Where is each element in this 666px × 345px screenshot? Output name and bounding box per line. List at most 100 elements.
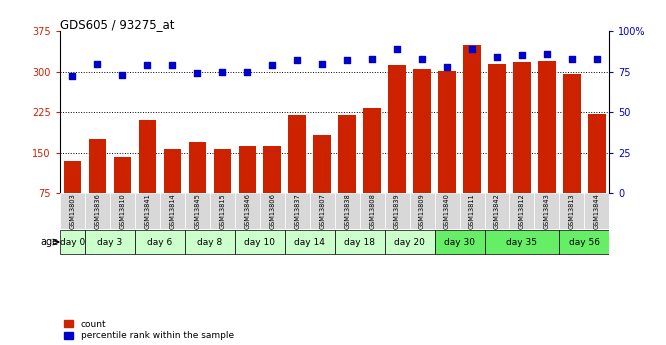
Bar bbox=[538, 61, 555, 234]
Point bbox=[317, 61, 328, 66]
Bar bbox=[464, 45, 481, 234]
FancyBboxPatch shape bbox=[485, 230, 559, 254]
Bar bbox=[338, 115, 356, 234]
Text: GSM13846: GSM13846 bbox=[244, 193, 250, 229]
Legend: count, percentile rank within the sample: count, percentile rank within the sample bbox=[65, 320, 234, 341]
Point bbox=[517, 53, 527, 58]
Text: GSM13809: GSM13809 bbox=[419, 193, 425, 229]
Point bbox=[342, 58, 352, 63]
Bar bbox=[64, 161, 81, 234]
Text: GSM13842: GSM13842 bbox=[494, 193, 500, 229]
Text: GSM13803: GSM13803 bbox=[69, 193, 75, 229]
FancyBboxPatch shape bbox=[559, 230, 609, 254]
FancyBboxPatch shape bbox=[234, 230, 285, 254]
Text: GSM13838: GSM13838 bbox=[344, 193, 350, 229]
Text: GSM13808: GSM13808 bbox=[369, 193, 375, 229]
Text: day 14: day 14 bbox=[294, 237, 325, 247]
Point bbox=[242, 69, 252, 75]
Text: GSM13807: GSM13807 bbox=[319, 193, 325, 229]
Text: GSM13812: GSM13812 bbox=[519, 193, 525, 229]
Bar bbox=[114, 157, 131, 234]
Text: GSM13814: GSM13814 bbox=[169, 193, 175, 229]
Bar bbox=[214, 149, 231, 234]
Text: age: age bbox=[41, 237, 59, 247]
Bar bbox=[288, 115, 306, 234]
Bar bbox=[388, 65, 406, 234]
FancyBboxPatch shape bbox=[435, 193, 460, 229]
Point bbox=[167, 62, 178, 68]
FancyBboxPatch shape bbox=[534, 193, 559, 229]
Bar bbox=[438, 70, 456, 234]
Text: day 0: day 0 bbox=[60, 237, 85, 247]
Text: day 20: day 20 bbox=[394, 237, 425, 247]
Point bbox=[217, 69, 228, 75]
Bar bbox=[238, 146, 256, 234]
Point bbox=[367, 56, 378, 61]
FancyBboxPatch shape bbox=[135, 230, 184, 254]
FancyBboxPatch shape bbox=[60, 230, 85, 254]
Point bbox=[392, 46, 402, 52]
Text: day 8: day 8 bbox=[197, 237, 222, 247]
Text: GSM13837: GSM13837 bbox=[294, 193, 300, 229]
Point bbox=[267, 62, 278, 68]
Text: GSM13811: GSM13811 bbox=[469, 193, 475, 229]
FancyBboxPatch shape bbox=[60, 193, 85, 229]
FancyBboxPatch shape bbox=[310, 193, 335, 229]
Bar bbox=[563, 74, 581, 234]
Point bbox=[541, 51, 552, 57]
Point bbox=[142, 62, 153, 68]
Text: day 30: day 30 bbox=[444, 237, 475, 247]
Text: GSM13845: GSM13845 bbox=[194, 193, 200, 229]
FancyBboxPatch shape bbox=[485, 193, 509, 229]
Text: GDS605 / 93275_at: GDS605 / 93275_at bbox=[60, 18, 174, 31]
FancyBboxPatch shape bbox=[360, 193, 385, 229]
FancyBboxPatch shape bbox=[135, 193, 160, 229]
Text: day 6: day 6 bbox=[147, 237, 172, 247]
FancyBboxPatch shape bbox=[585, 193, 609, 229]
Text: GSM13810: GSM13810 bbox=[119, 193, 125, 229]
FancyBboxPatch shape bbox=[410, 193, 435, 229]
Point bbox=[117, 72, 128, 78]
Bar bbox=[264, 146, 281, 234]
FancyBboxPatch shape bbox=[85, 193, 110, 229]
FancyBboxPatch shape bbox=[234, 193, 260, 229]
Bar bbox=[364, 108, 381, 234]
Text: day 56: day 56 bbox=[569, 237, 600, 247]
Bar bbox=[414, 69, 431, 234]
Bar bbox=[188, 142, 206, 234]
Point bbox=[292, 58, 302, 63]
Text: GSM13839: GSM13839 bbox=[394, 193, 400, 229]
FancyBboxPatch shape bbox=[460, 193, 485, 229]
Text: GSM13813: GSM13813 bbox=[569, 193, 575, 229]
Bar bbox=[488, 63, 505, 234]
Point bbox=[92, 61, 103, 66]
Text: day 35: day 35 bbox=[506, 237, 537, 247]
Text: GSM13844: GSM13844 bbox=[594, 193, 600, 229]
Text: GSM13843: GSM13843 bbox=[544, 193, 550, 229]
FancyBboxPatch shape bbox=[285, 193, 310, 229]
FancyBboxPatch shape bbox=[260, 193, 285, 229]
Point bbox=[442, 64, 452, 69]
Text: GSM13815: GSM13815 bbox=[219, 193, 225, 229]
FancyBboxPatch shape bbox=[110, 193, 135, 229]
Point bbox=[591, 56, 602, 61]
FancyBboxPatch shape bbox=[184, 193, 210, 229]
Text: GSM13841: GSM13841 bbox=[145, 193, 151, 229]
FancyBboxPatch shape bbox=[285, 230, 335, 254]
Bar bbox=[314, 136, 331, 234]
FancyBboxPatch shape bbox=[335, 230, 385, 254]
Bar bbox=[139, 120, 156, 234]
Bar bbox=[513, 62, 531, 234]
Text: day 10: day 10 bbox=[244, 237, 275, 247]
Bar bbox=[588, 114, 605, 234]
FancyBboxPatch shape bbox=[509, 193, 534, 229]
Point bbox=[67, 74, 78, 79]
FancyBboxPatch shape bbox=[160, 193, 184, 229]
Bar bbox=[89, 139, 106, 234]
Point bbox=[467, 46, 478, 52]
Text: GSM13836: GSM13836 bbox=[95, 193, 101, 229]
FancyBboxPatch shape bbox=[385, 193, 410, 229]
Text: GSM13840: GSM13840 bbox=[444, 193, 450, 229]
Text: day 3: day 3 bbox=[97, 237, 123, 247]
FancyBboxPatch shape bbox=[435, 230, 485, 254]
